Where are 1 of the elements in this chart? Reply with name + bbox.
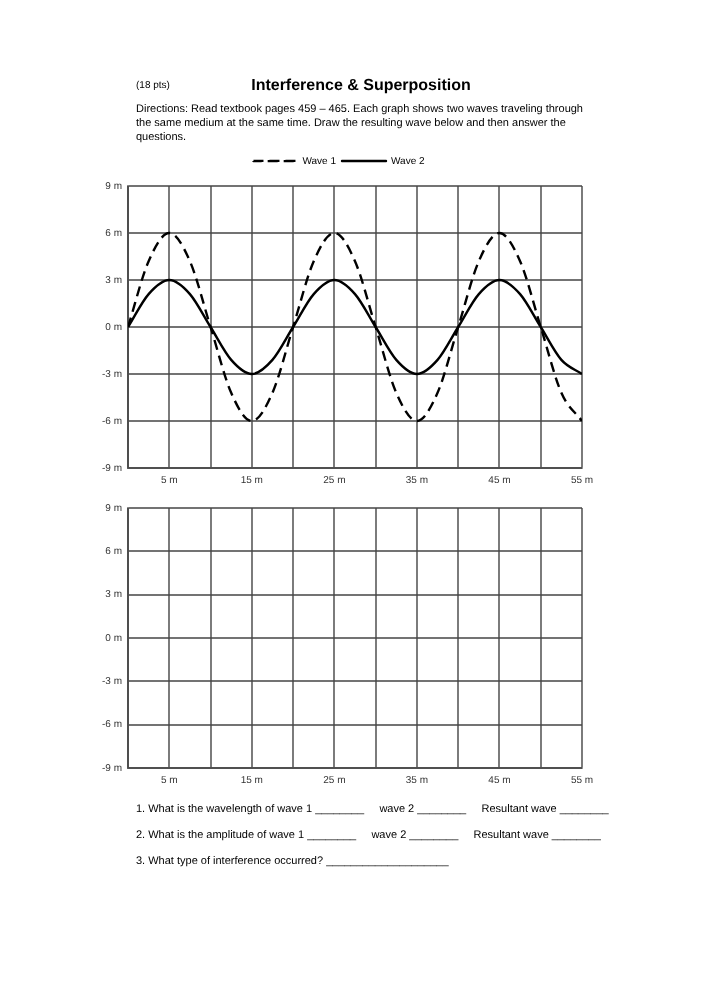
chart-title: Interference & Superposition bbox=[251, 76, 471, 94]
